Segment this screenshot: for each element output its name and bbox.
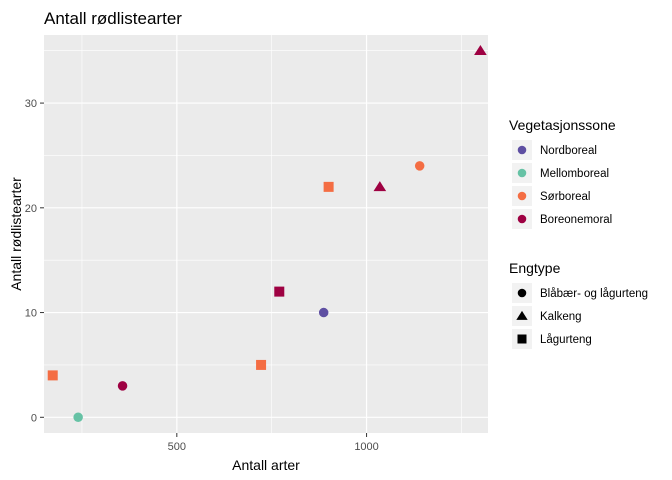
data-point (414, 161, 425, 171)
chart-title: Antall rødlistearter (44, 9, 182, 28)
legend-color-label: Nordboreal (540, 145, 597, 157)
data-point (256, 359, 267, 370)
x-tick-label: 1000 (354, 441, 378, 453)
y-tick-label: 0 (31, 412, 37, 424)
shape-legend: Engtype Blåbær- og lågurteng Kalkeng Lågur… (509, 260, 648, 349)
data-point (47, 370, 58, 381)
y-tick-label: 10 (25, 308, 37, 320)
legend-color-label: Mellomboreal (540, 168, 609, 180)
legend-color-label: Sørboreal (540, 191, 591, 203)
legend-color-key (517, 168, 527, 178)
legend-shape-key (517, 334, 527, 344)
axis-ticks: 500 1000 0 10 20 30 (25, 98, 379, 453)
legend-shape-key (517, 288, 527, 298)
legend-shape-label: Lågurteng (540, 334, 592, 346)
data-points (47, 44, 487, 423)
legend-shape-key (516, 310, 528, 320)
data-point (474, 44, 487, 56)
x-tick-label: 500 (168, 441, 186, 453)
color-legend: Vegetasjonssone Nordboreal Mellomboreal Sø… (509, 117, 616, 229)
data-point (323, 181, 334, 192)
data-point (117, 381, 128, 391)
y-tick-label: 20 (25, 203, 37, 215)
legend-shape-label: Kalkeng (540, 311, 582, 323)
plot-panel (44, 35, 488, 433)
legend-shape-label: Blåbær- og lågurteng (540, 288, 648, 300)
data-point (73, 412, 83, 423)
legend-color-label: Boreonemoral (540, 214, 612, 226)
grid-lines (44, 35, 488, 433)
legend-color-key (517, 145, 527, 155)
legend-color-key (517, 214, 527, 224)
color-legend-title: Vegetasjonssone (509, 117, 616, 133)
x-axis-title: Antall arter (232, 457, 300, 473)
data-point (274, 286, 285, 297)
data-point (373, 181, 387, 192)
legend-color-key (517, 191, 527, 201)
y-tick-label: 30 (25, 98, 37, 110)
shape-legend-title: Engtype (509, 260, 561, 276)
data-point (318, 307, 329, 318)
y-axis-title: Antall rødlistearter (8, 177, 24, 291)
